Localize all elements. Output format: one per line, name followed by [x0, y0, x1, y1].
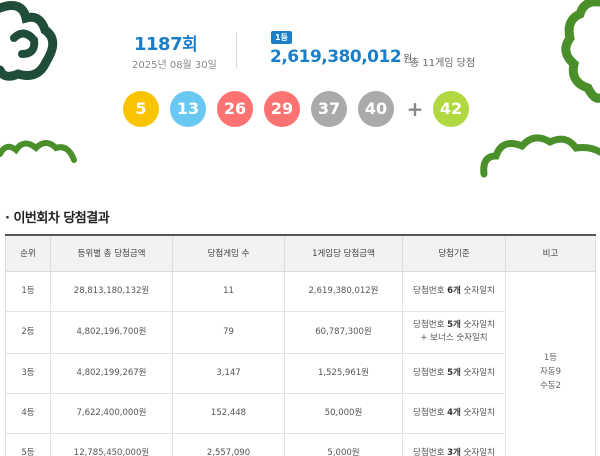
- section-title-text: 이번회차 당첨결과: [13, 211, 110, 226]
- total-cell: 4,802,199,267원: [50, 352, 173, 394]
- decor-top-right: [540, 0, 600, 110]
- count-cell: 79: [172, 310, 285, 354]
- count-cell: 152,448: [172, 392, 285, 434]
- per-game-cell: 2,619,380,012원: [284, 270, 403, 312]
- col-total: 등위별 총 당첨금액: [50, 234, 173, 272]
- criteria-cell: 당첨번호 3개 숫자일치: [402, 432, 506, 456]
- round-number: 1187회: [134, 30, 198, 55]
- col-rank: 순위: [5, 234, 51, 272]
- table-row: 5등 12,785,450,000원 2,557,090 5,000원 당첨번호…: [5, 432, 596, 456]
- rank-cell: 2등: [5, 310, 51, 354]
- per-game-cell: 5,000원: [284, 432, 403, 456]
- decor-top-left: [0, 0, 60, 85]
- rank-cell: 4등: [5, 392, 51, 434]
- plus-icon: +: [406, 97, 424, 121]
- count-cell: 3,147: [172, 352, 285, 394]
- draw-date: 2025년 08월 30일: [132, 60, 217, 71]
- per-game-cell: 60,787,300원: [284, 310, 403, 354]
- total-cell: 12,785,450,000원: [50, 432, 173, 456]
- table-row: 3등 4,802,199,267원 3,147 1,525,961원 당첨번호 …: [5, 352, 596, 394]
- decor-left-mid: [0, 130, 80, 180]
- rank-cell: 3등: [5, 352, 51, 394]
- criteria-cell: 당첨번호 5개 숫자일치: [402, 352, 506, 394]
- results-table: 순위 등위별 총 당첨금액 당첨게임 수 1게임당 당첨금액 당첨기준 비고 1…: [5, 234, 596, 456]
- section-bullet: ·: [5, 211, 10, 226]
- first-prize-badge: 1등: [271, 31, 292, 44]
- section-title: · 이번회차 당첨결과: [5, 207, 110, 226]
- table-row: 2등 4,802,196,700원 79 60,787,300원 당첨번호 5개…: [5, 310, 596, 354]
- table-row: 1등 28,813,180,132원 11 2,619,380,012원 당첨번…: [5, 270, 596, 456]
- col-criteria: 당첨기준: [402, 234, 506, 272]
- criteria-cell: 당첨번호 6개 숫자일치: [402, 270, 506, 312]
- draw-summary: 1187회 2025년 08월 30일 1등 2,619,380,012 원 총 …: [0, 0, 600, 175]
- rank-cell: 5등: [5, 432, 51, 456]
- ball-3: 26: [217, 91, 253, 127]
- per-game-cell: 50,000원: [284, 392, 403, 434]
- ball-5: 37: [311, 91, 347, 127]
- count-cell: 2,557,090: [172, 432, 285, 456]
- decor-right-mid: [478, 128, 600, 178]
- round-value: 1187: [134, 34, 183, 55]
- table-header-row: 순위 등위별 총 당첨금액 당첨게임 수 1게임당 당첨금액 당첨기준 비고: [5, 234, 596, 272]
- total-cell: 7,622,400,000원: [50, 392, 173, 434]
- round-suffix: 회: [182, 35, 198, 55]
- col-note: 비고: [505, 234, 596, 272]
- per-game-cell: 1,525,961원: [284, 352, 403, 394]
- first-prize-unit: 원: [403, 54, 412, 65]
- ball-1: 5: [123, 91, 159, 127]
- winners-count: 총 11게임 당첨: [410, 58, 476, 69]
- ball-4: 29: [264, 91, 300, 127]
- col-per-game: 1게임당 당첨금액: [284, 234, 403, 272]
- criteria-cell: 당첨번호 4개 숫자일치: [402, 392, 506, 434]
- table-row: 4등 7,622,400,000원 152,448 50,000원 당첨번호 4…: [5, 392, 596, 434]
- header-divider: [236, 32, 237, 68]
- first-prize-amount: 2,619,380,012 원: [270, 47, 412, 67]
- criteria-cell: 당첨번호 5개 숫자일치 + 보너스 숫자일치: [402, 310, 506, 354]
- bonus-ball: 42: [433, 91, 469, 127]
- ball-6: 40: [358, 91, 394, 127]
- count-cell: 11: [172, 270, 285, 312]
- ball-2: 13: [170, 91, 206, 127]
- total-cell: 28,813,180,132원: [50, 270, 173, 312]
- first-prize-value: 2,619,380,012: [270, 47, 402, 67]
- total-cell: 4,802,196,700원: [50, 310, 173, 354]
- note-cell: 1등 자동9 수동2: [505, 270, 596, 456]
- rank-cell: 1등: [5, 270, 51, 312]
- col-count: 당첨게임 수: [172, 234, 285, 272]
